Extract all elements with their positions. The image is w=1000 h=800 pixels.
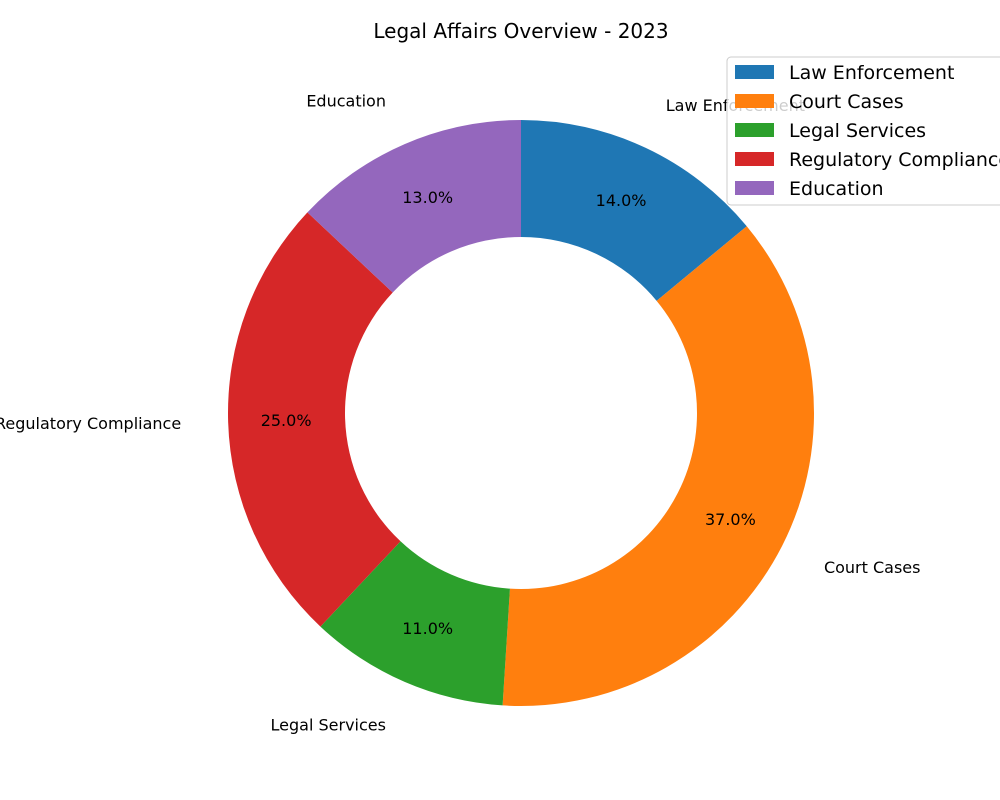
legend-label-education: Education [789,178,884,200]
category-label-legal-services: Legal Services [271,716,386,735]
legend-items: Law Enforcement Court Cases Legal Services… [735,62,1000,200]
slice-education [307,120,521,293]
percent-label-law-enforcement: 14.0% [596,191,647,210]
percent-label-court-cases: 37.0% [705,510,756,529]
slice-law-enforcement [521,120,747,301]
category-label-education: Education [306,91,386,110]
legend-swatch-law-enforcement [735,65,774,79]
legend-swatch-education [735,181,774,195]
percent-label-legal-services: 11.0% [402,619,453,638]
chart-title: Legal Affairs Overview - 2023 [373,19,668,43]
slice-regulatory-compliance [228,212,401,627]
percent-labels-group: 14.0% 37.0% 11.0% 25.0% 13.0% [261,188,756,638]
legend: Law Enforcement Court Cases Legal Services… [726,56,1000,206]
legend-frame [726,56,1000,206]
category-label-court-cases: Court Cases [824,558,921,577]
percent-label-regulatory-compliance: 25.0% [261,411,312,430]
category-label-regulatory-compliance: Regulatory Compliance [0,414,181,433]
legend-label-court-cases: Court Cases [789,91,904,113]
slices-group [228,120,814,706]
slice-court-cases [502,226,814,706]
legend-swatch-legal-services [735,123,774,137]
legend-swatch-court-cases [735,94,774,108]
slice-legal-services [320,541,510,706]
legend-label-regulatory-compliance: Regulatory Compliance [789,149,1000,171]
legend-label-law-enforcement: Law Enforcement [789,62,954,84]
legend-swatch-regulatory-compliance [735,152,774,166]
percent-label-education: 13.0% [402,188,453,207]
legend-label-legal-services: Legal Services [789,120,926,142]
